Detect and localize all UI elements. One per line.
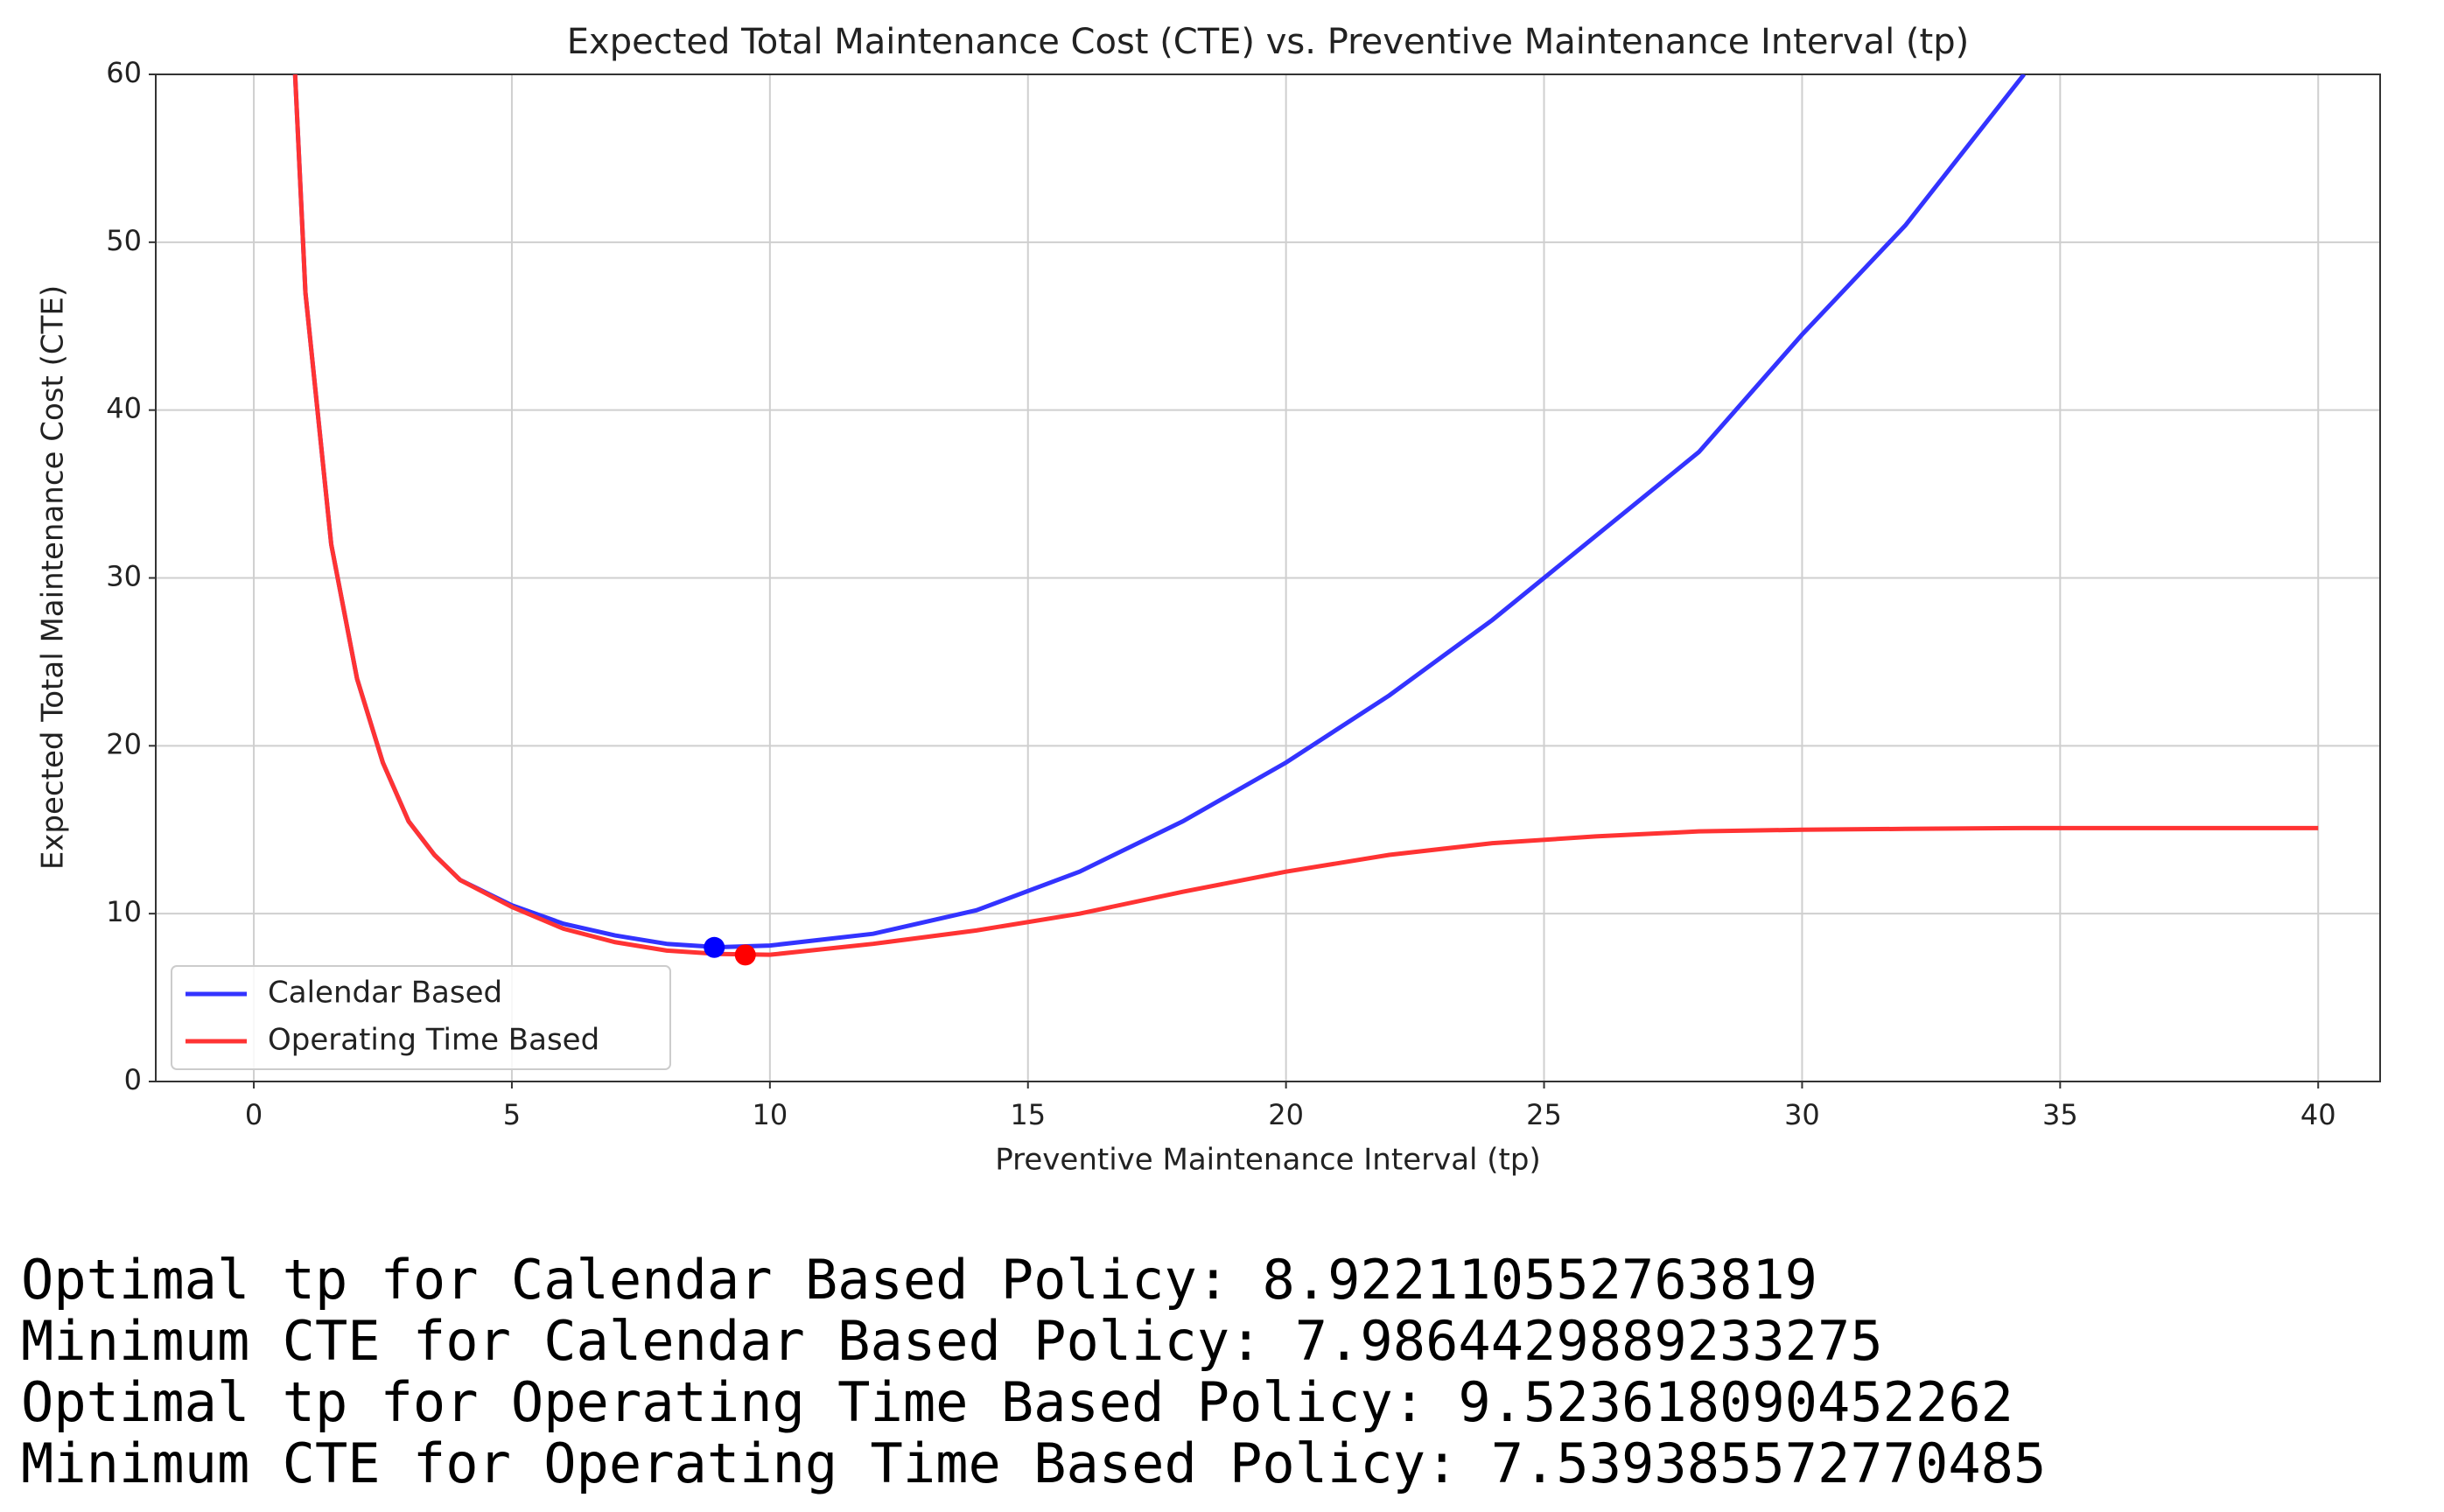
console-value: 7.9864429889233275: [1294, 1309, 1883, 1373]
y-axis-label: Expected Total Maintenance Cost (CTE): [36, 285, 71, 870]
console-line: Optimal tp for Calendar Based Policy: 8.…: [21, 1250, 1817, 1311]
x-tick-label: 5: [503, 1098, 521, 1131]
legend-label: Calendar Based: [268, 976, 502, 1011]
console-line: Minimum CTE for Calendar Based Policy: 7…: [21, 1311, 1883, 1372]
chart-title: Expected Total Maintenance Cost (CTE) vs…: [567, 22, 1969, 62]
console-label: Minimum CTE for Calendar Based Policy:: [21, 1309, 1263, 1373]
x-tick-label: 30: [1784, 1098, 1820, 1131]
line-series: [292, 74, 2027, 950]
legend-label: Operating Time Based: [268, 1023, 599, 1058]
x-tick-label: 25: [1526, 1098, 1562, 1131]
y-tick-label: 30: [106, 560, 142, 593]
console-line: Minimum CTE for Operating Time Based Pol…: [21, 1433, 2046, 1494]
chart: Expected Total Maintenance Cost (CTE) vs…: [36, 22, 2381, 1178]
x-tick-label: 35: [2042, 1098, 2078, 1131]
console-value: 8.922110552763819: [1262, 1248, 1817, 1312]
console-line: Optimal tp for Operating Time Based Poli…: [21, 1372, 2013, 1433]
y-tick-label: 20: [106, 727, 142, 760]
legend-box: [171, 965, 671, 1070]
line-series: [292, 74, 2319, 957]
x-axis-label: Preventive Maintenance Interval (tp): [995, 1143, 1541, 1178]
console-value: 7.539385572770485: [1490, 1432, 2047, 1495]
console-value: 9.523618090452262: [1458, 1370, 2013, 1434]
x-tick-label: 10: [752, 1098, 788, 1131]
plot-area: [292, 74, 2319, 966]
y-tick-label: 60: [106, 56, 142, 89]
x-tick-label: 0: [245, 1098, 263, 1131]
optimum-point: [704, 936, 725, 958]
x-tick-label: 20: [1268, 1098, 1304, 1131]
plot-frame: [155, 74, 2381, 1082]
console-label: Optimal tp for Calendar Based Policy:: [21, 1248, 1230, 1312]
y-tick-label: 0: [124, 1063, 142, 1096]
y-tick-label: 50: [106, 224, 142, 257]
y-tick-label: 10: [106, 895, 142, 928]
y-tick-label: 40: [106, 392, 142, 425]
x-tick-label: 15: [1010, 1098, 1046, 1131]
x-tick-label: 40: [2300, 1098, 2336, 1131]
console-label: Minimum CTE for Operating Time Based Pol…: [21, 1432, 1459, 1495]
optimum-point: [734, 944, 756, 966]
console-label: Optimal tp for Operating Time Based Poli…: [21, 1370, 1426, 1434]
